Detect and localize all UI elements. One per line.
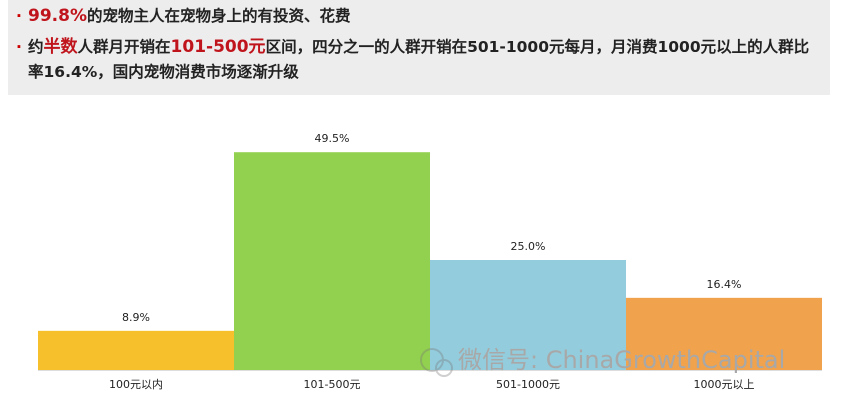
highlight-text: 半数 [43,37,78,57]
x-tick-label: 101-500元 [304,378,361,391]
bullet-text: 的宠物主人在宠物身上的有投资、花费 [86,7,351,25]
bar [234,152,430,370]
highlight-text: 101-500元 [170,37,266,57]
bar [626,297,822,370]
bar [38,330,234,370]
value-label: 8.9% [122,311,150,324]
summary-box: 99.8%的宠物主人在宠物身上的有投资、花费约半数人群月开销在101-500元区… [8,0,830,95]
watermark-icon [420,348,453,377]
bullet-text: 约 [28,38,44,56]
highlight-text: 99.8% [28,6,87,26]
bullet: 约半数人群月开销在101-500元区间，四分之一的人群开销在501-1000元每… [16,35,822,85]
bullet: 99.8%的宠物主人在宠物身上的有投资、花费 [16,4,822,29]
x-tick-label: 1000元以上 [694,378,755,391]
value-label: 25.0% [511,240,546,253]
value-label: 16.4% [707,278,742,291]
bullet-text: 人群月开销在 [77,38,171,56]
watermark: 微信号: ChinaGrowthCapital [458,346,785,374]
x-tick-label: 100元以内 [109,377,163,391]
value-label: 49.5% [315,132,350,145]
bullet-text: 区间，四分之一的人群开销在501-1000元每月，月消费1000元以上的人群比率… [28,38,810,81]
x-tick-label: 501-1000元 [496,378,560,391]
bar [430,260,626,370]
